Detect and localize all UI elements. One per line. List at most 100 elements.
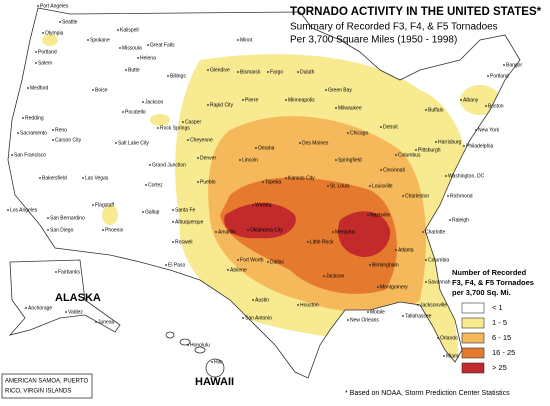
city-label: Kansas City [288,175,315,181]
city-dot [449,219,451,221]
city-label: Richmond [450,193,473,199]
city-label: Missoula [122,45,142,51]
city-dot [445,175,447,177]
city-label: Kalispell [120,27,139,33]
city-dot [11,154,13,156]
city-label: San Antonio [245,315,272,321]
city-dot [402,195,404,197]
city-label: Detroit [383,124,398,130]
city-dot [247,229,249,231]
city-label: Oklahoma City [250,227,283,233]
city-label: New York [478,127,500,133]
city-dot [172,241,174,243]
city-dot [297,71,299,73]
city-label: Houston [300,302,319,308]
legend-title: F3, F4, & F5 Tornadoes [452,278,534,287]
city-label: San Diego [50,227,74,233]
city-label: Amarillo [218,229,236,235]
city-dot [42,32,44,34]
city-dot [255,147,257,149]
city-label: Harrisburg [438,139,462,145]
city-label: Jackson [326,273,345,279]
city-dot [125,69,127,71]
city-dot [165,264,167,266]
city-label: Wichita [255,202,272,208]
city-label: Santa Fe [175,207,196,213]
city-dot [147,44,149,46]
city-dot [325,89,327,91]
legend-label: > 25 [492,363,507,372]
city-label: Casper [185,119,201,125]
city-dot [197,157,199,159]
city-dot [297,304,299,306]
city-label: San Francisco [14,152,46,158]
city-dot [460,99,462,101]
inset-label: ALASKA [55,292,101,304]
city-label: New Orleans [350,317,379,323]
city-label: San Bernardino [50,215,85,221]
city-label: Anchorage [28,305,52,311]
city-dot [335,107,337,109]
city-dot [242,99,244,101]
city-dot [347,319,349,321]
city-label: Raleigh [452,217,469,223]
city-label: Green Bay [328,87,352,93]
city-label: Juneau [98,319,115,325]
city-label: Reno [55,127,67,133]
city-label: Milwaukee [338,105,362,111]
city-dot [25,307,27,309]
territories-box [1,373,93,399]
city-label: Salt Lake City [118,140,149,146]
city-dot [425,259,427,261]
city-label: Pittsburgh [418,147,441,153]
city-label: Rapid City [210,102,234,108]
city-label: Phoenix [105,227,124,233]
city-dot [380,169,382,171]
city-label: Dallas [270,259,284,265]
city-dot [52,129,54,131]
city-dot [227,269,229,271]
city-label: Tallahassee [405,313,432,319]
city-dot [463,145,465,147]
city-dot [369,264,371,266]
city-dot [52,139,54,141]
city-dot [417,304,419,306]
city-dot [487,75,489,77]
subtitle: Per 3,700 Square Miles (1950 - 1998) [290,35,457,46]
city-dot [65,311,67,313]
city-dot [55,271,57,273]
city-label: Fargo [270,69,283,75]
city-label: Cortez [148,182,163,188]
city-label: Fort Worth [240,257,264,263]
city-label: Cincinnati [383,167,405,173]
city-label: Columbus [398,152,421,158]
city-label: Bismarck [240,69,261,75]
city-label: Springfield [338,157,362,163]
city-dot [142,101,144,103]
city-dot [145,184,147,186]
city-label: Minneapolis [288,97,315,103]
city-dot [95,321,97,323]
city-dot [187,139,189,141]
city-label: El Paso [168,262,185,268]
city-dot [157,127,159,129]
city-dot [267,71,269,73]
city-dot [425,281,427,283]
city-dot [207,104,209,106]
city-label: Port Angeles [40,3,69,9]
city-label: Mobile [370,309,385,315]
city-label: Bakersfield [42,175,67,181]
city-label: Butte [128,67,140,73]
city-dot [307,241,309,243]
city-label: Grand Junction [152,162,186,168]
city-label: Seattle [62,19,78,25]
city-dot [167,75,169,77]
city-label: Atlanta [398,247,414,253]
city-dot [395,249,397,251]
city-dot [285,177,287,179]
city-dot [267,261,269,263]
city-label: Las Vegas [85,175,109,181]
city-label: Austin [255,297,269,303]
city-label: Medford [30,85,49,91]
